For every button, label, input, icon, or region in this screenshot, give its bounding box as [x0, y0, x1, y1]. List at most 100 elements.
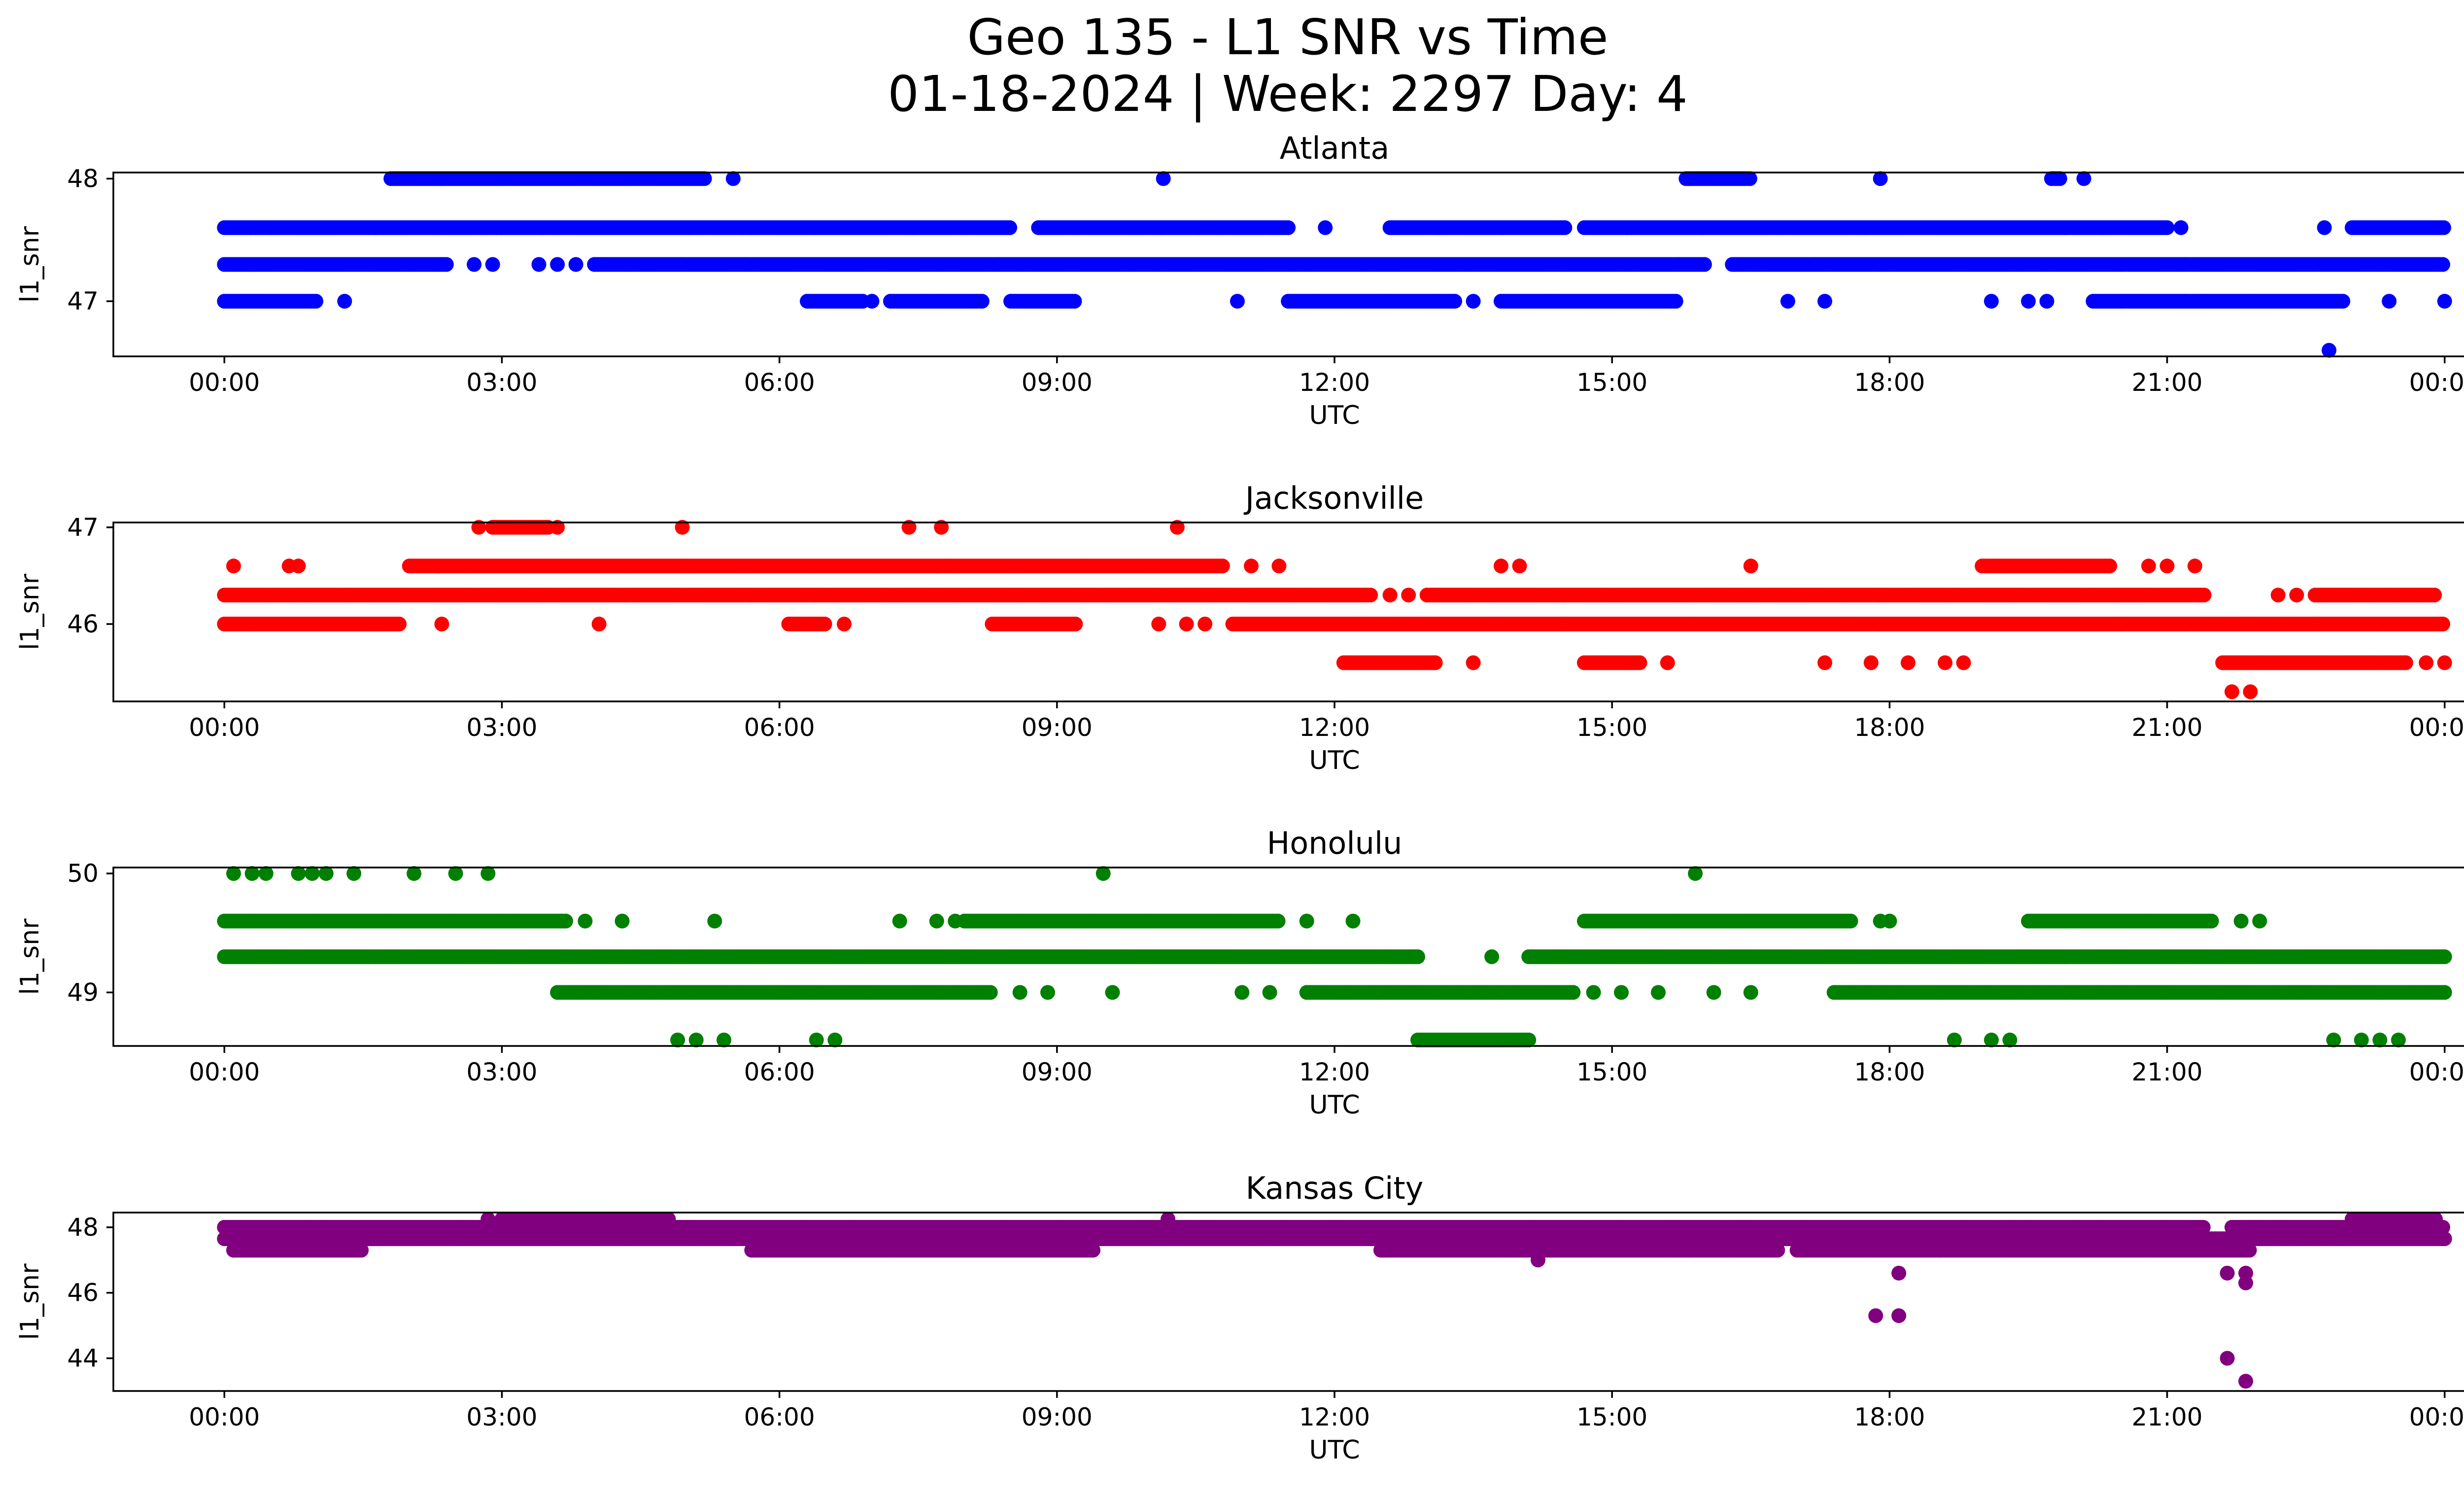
data-point	[1068, 617, 1083, 631]
data-point	[2437, 294, 2452, 309]
data-point	[1742, 171, 1757, 186]
data-point	[1002, 220, 1018, 235]
data-point	[2252, 913, 2267, 929]
x-tick-label: 06:00	[744, 713, 815, 742]
x-tick-label: 06:00	[744, 368, 815, 397]
x-tick-label: 12:00	[1299, 713, 1370, 742]
data-point	[291, 558, 306, 574]
data-point	[892, 913, 907, 929]
data-point	[1151, 617, 1166, 631]
data-point	[1512, 558, 1527, 574]
data-point	[1198, 617, 1213, 631]
x-tick-label: 15:00	[1576, 368, 1647, 397]
y-axis-label: l1_snr	[15, 573, 45, 650]
data-point	[1863, 655, 1879, 670]
data-point	[1363, 588, 1378, 603]
data-point	[1668, 294, 1683, 309]
data-point	[1067, 294, 1082, 309]
y-axis-label: l1_snr	[15, 226, 45, 303]
data-point	[1493, 558, 1508, 574]
data-point	[485, 257, 500, 272]
data-point	[1938, 655, 1952, 670]
data-point	[725, 171, 741, 186]
data-point	[1345, 913, 1361, 929]
data-point	[817, 617, 832, 631]
subplot-title: Atlanta	[1280, 130, 1389, 166]
data-point	[2289, 588, 2304, 603]
data-point	[1244, 558, 1259, 574]
data-point	[2052, 171, 2067, 186]
data-point	[2437, 655, 2452, 670]
x-tick-label: 00:00	[189, 713, 260, 742]
data-point	[2173, 220, 2189, 235]
x-tick-label: 00:00	[2409, 713, 2464, 742]
data-point	[837, 617, 852, 631]
data-point	[1271, 558, 1287, 574]
data-points	[217, 171, 2452, 358]
data-point	[1882, 913, 1897, 929]
data-point	[1318, 220, 1333, 235]
data-point	[2159, 558, 2175, 574]
data-point	[2335, 294, 2351, 309]
data-point	[1281, 220, 1296, 235]
data-point	[226, 558, 241, 574]
x-tick-label: 09:00	[1022, 713, 1093, 742]
data-point	[1743, 558, 1758, 574]
data-point	[2141, 558, 2156, 574]
data-point	[531, 257, 547, 272]
data-point	[1780, 294, 1795, 309]
data-point	[1447, 294, 1462, 309]
data-point	[578, 913, 593, 929]
data-point	[1410, 949, 1425, 964]
data-point	[948, 913, 963, 929]
data-point	[2196, 588, 2212, 603]
x-tick-label: 18:00	[1854, 368, 1925, 397]
data-point	[2435, 617, 2450, 631]
data-point	[337, 294, 352, 309]
data-point	[2419, 655, 2434, 670]
x-tick-label: 00:00	[2409, 368, 2464, 397]
data-point	[1179, 617, 1194, 631]
data-point	[308, 294, 324, 309]
data-point	[697, 171, 712, 186]
data-point	[2187, 558, 2202, 574]
data-point	[568, 257, 583, 272]
x-tick-label: 18:00	[1854, 713, 1925, 742]
data-point	[615, 913, 630, 929]
data-point	[2382, 294, 2397, 309]
data-point	[707, 913, 722, 929]
x-tick-label: 09:00	[1022, 368, 1093, 397]
data-point	[1697, 257, 1712, 272]
data-point	[1873, 171, 1888, 186]
data-point	[439, 257, 454, 272]
data-point	[1900, 655, 1916, 670]
data-point	[1466, 294, 1481, 309]
x-tick-label: 15:00	[1576, 713, 1647, 742]
data-point	[2102, 558, 2118, 574]
data-point	[2039, 294, 2054, 309]
data-point	[864, 294, 880, 309]
data-point	[1466, 655, 1481, 670]
data-point	[1428, 655, 1443, 670]
data-point	[1632, 655, 1647, 670]
data-point	[1156, 171, 1171, 186]
x-tick-label: 00:00	[189, 368, 260, 397]
y-tick-label: 48	[67, 164, 99, 193]
data-point	[2204, 913, 2219, 929]
data-point	[1270, 913, 1286, 929]
y-tick-label: 47	[67, 287, 99, 315]
y-tick-label: 46	[67, 610, 99, 638]
data-point	[2021, 294, 2036, 309]
data-point	[558, 913, 573, 929]
data-point	[2436, 220, 2451, 235]
data-point	[974, 294, 990, 309]
figure-title-line1: Geo 135 - L1 SNR vs Time	[967, 8, 1608, 66]
data-point	[1401, 588, 1416, 603]
data-point	[1956, 655, 1971, 670]
data-point	[1843, 913, 1858, 929]
data-point	[2322, 343, 2337, 358]
data-point	[1230, 294, 1245, 309]
data-point	[392, 617, 407, 631]
